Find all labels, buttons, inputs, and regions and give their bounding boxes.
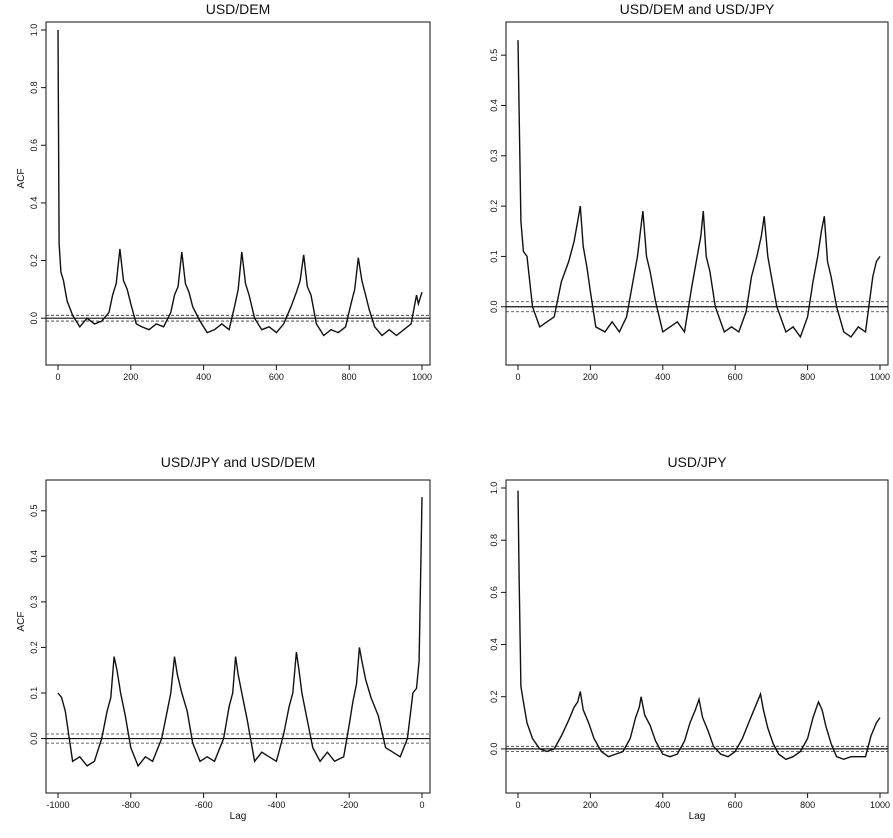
x-axis-label: Lag: [689, 811, 706, 822]
y-axis-label: ACF: [16, 612, 27, 632]
chart-title: USD/DEM: [206, 1, 271, 17]
y-tick-label: 0.1: [29, 687, 39, 700]
y-tick-label: 0.0: [29, 312, 39, 325]
x-tick-label: 0: [419, 800, 424, 810]
x-tick-label: 0: [515, 372, 520, 382]
acf-series-line: [517, 490, 881, 761]
x-tick-label: 200: [123, 372, 138, 382]
y-tick-label: 0.0: [489, 300, 499, 313]
x-tick-label: 800: [342, 372, 357, 382]
panel-4: USD/JPY 0 200 400 600 800 1000 0.0 0.2 0.4 0.6 0.8 1…: [489, 454, 890, 822]
y-tick-label: 0.6: [29, 139, 39, 152]
x-tick-label: -200: [340, 800, 358, 810]
y-tick-label: 0.5: [489, 49, 499, 62]
acf-series-line: [57, 497, 423, 768]
x-tick-label: 1000: [870, 800, 890, 810]
x-tick-label: 200: [583, 372, 598, 382]
acf-series-line: [57, 29, 423, 337]
x-tick-label: -1000: [46, 800, 69, 810]
y-tick-label: 0.4: [489, 99, 499, 112]
x-axis-label: Lag: [230, 811, 247, 822]
y-tick-label: 0.2: [489, 690, 499, 703]
x-tick-label: 400: [655, 372, 670, 382]
x-tick-label: -400: [267, 800, 285, 810]
x-tick-label: 1000: [412, 372, 432, 382]
x-tick-label: 600: [269, 372, 284, 382]
y-tick-label: 0.1: [489, 250, 499, 263]
x-tick-label: 800: [800, 372, 815, 382]
x-tick-label: -800: [122, 800, 140, 810]
y-tick-label: 0.4: [29, 197, 39, 210]
y-tick-label: 0.2: [489, 200, 499, 213]
y-tick-label: 0.4: [489, 638, 499, 651]
plot-frame: [505, 479, 889, 794]
y-tick-label: 0.2: [29, 254, 39, 267]
chart-title: USD/JPY and USD/DEM: [161, 454, 316, 470]
panel-3: USD/JPY and USD/DEM -1000 -800 -600 -400 -200…: [16, 454, 431, 822]
x-tick-label: 0: [515, 800, 520, 810]
y-axis-label: ACF: [16, 169, 27, 189]
plot-frame: [505, 21, 889, 366]
y-tick-label: 0.6: [489, 586, 499, 599]
y-tick-label: 0.3: [29, 596, 39, 609]
x-tick-label: 600: [728, 800, 743, 810]
plot-frame: [45, 479, 431, 794]
x-tick-label: 800: [800, 800, 815, 810]
x-tick-label: 200: [583, 800, 598, 810]
y-tick-label: 0.2: [29, 641, 39, 654]
y-tick-label: 0.0: [29, 732, 39, 745]
y-tick-label: 0.8: [489, 534, 499, 547]
y-tick-label: 0.3: [489, 150, 499, 163]
y-tick-label: 1.0: [489, 482, 499, 495]
panel-1: USD/DEM 0 200 400 600 800 1000 0.0 0.2 0.4 0.6 0.8 1…: [16, 1, 432, 382]
chart-title: USD/JPY: [667, 454, 727, 470]
acf-series-line: [517, 40, 881, 339]
x-tick-label: 600: [728, 372, 743, 382]
chart-title: USD/DEM and USD/JPY: [620, 1, 775, 17]
panel-2: USD/DEM and USD/JPY 0 200 400 600 800 1000 0.0 0…: [489, 1, 890, 382]
y-tick-label: 0.0: [489, 743, 499, 756]
y-tick-label: 1.0: [29, 24, 39, 37]
x-tick-label: -600: [195, 800, 213, 810]
x-tick-label: 0: [55, 372, 60, 382]
x-tick-label: 400: [196, 372, 211, 382]
x-tick-label: 400: [655, 800, 670, 810]
plot-frame: [45, 21, 431, 366]
y-tick-label: 0.4: [29, 550, 39, 563]
y-tick-label: 0.5: [29, 505, 39, 518]
x-tick-label: 1000: [870, 372, 890, 382]
y-tick-label: 0.8: [29, 81, 39, 94]
